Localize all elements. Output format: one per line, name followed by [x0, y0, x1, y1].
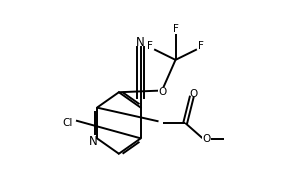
Text: Cl: Cl	[62, 118, 72, 128]
Text: O: O	[158, 87, 167, 97]
Text: F: F	[173, 24, 178, 34]
Text: F: F	[147, 41, 152, 51]
Text: F: F	[198, 41, 204, 51]
Text: N: N	[136, 36, 145, 49]
Text: O: O	[202, 134, 210, 144]
Text: N: N	[89, 135, 97, 148]
Text: O: O	[189, 89, 197, 99]
